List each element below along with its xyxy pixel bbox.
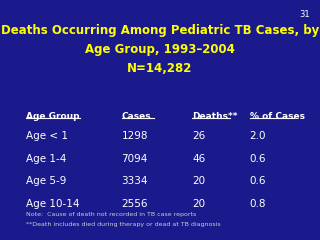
Text: 3334: 3334 xyxy=(122,176,148,186)
Text: 7094: 7094 xyxy=(122,154,148,164)
Text: 26: 26 xyxy=(192,131,205,141)
Text: Age 5-9: Age 5-9 xyxy=(26,176,66,186)
Text: Cases: Cases xyxy=(122,112,151,120)
Text: 46: 46 xyxy=(192,154,205,164)
Text: 31: 31 xyxy=(300,10,310,19)
Text: Age Group: Age Group xyxy=(26,112,79,120)
Text: 1298: 1298 xyxy=(122,131,148,141)
Text: 0.6: 0.6 xyxy=(250,154,266,164)
Text: 2.0: 2.0 xyxy=(250,131,266,141)
Text: Note:  Cause of death not recorded in TB case reports: Note: Cause of death not recorded in TB … xyxy=(26,212,196,217)
Text: CDC: CDC xyxy=(270,216,299,228)
Text: Age 10-14: Age 10-14 xyxy=(26,199,79,209)
Text: % of Cases: % of Cases xyxy=(250,112,305,120)
Text: N=14,282: N=14,282 xyxy=(127,62,193,75)
Text: Deaths Occurring Among Pediatric TB Cases, by: Deaths Occurring Among Pediatric TB Case… xyxy=(1,24,319,37)
Text: 2556: 2556 xyxy=(122,199,148,209)
Text: 20: 20 xyxy=(192,199,205,209)
Text: 20: 20 xyxy=(192,176,205,186)
Text: 0.6: 0.6 xyxy=(250,176,266,186)
Text: Age < 1: Age < 1 xyxy=(26,131,68,141)
Text: Deaths**: Deaths** xyxy=(192,112,237,120)
Text: Age Group, 1993–2004: Age Group, 1993–2004 xyxy=(85,43,235,56)
Text: **Death includes died during therapy or dead at TB diagnosis: **Death includes died during therapy or … xyxy=(26,222,220,227)
Text: 0.8: 0.8 xyxy=(250,199,266,209)
Text: Age 1-4: Age 1-4 xyxy=(26,154,66,164)
